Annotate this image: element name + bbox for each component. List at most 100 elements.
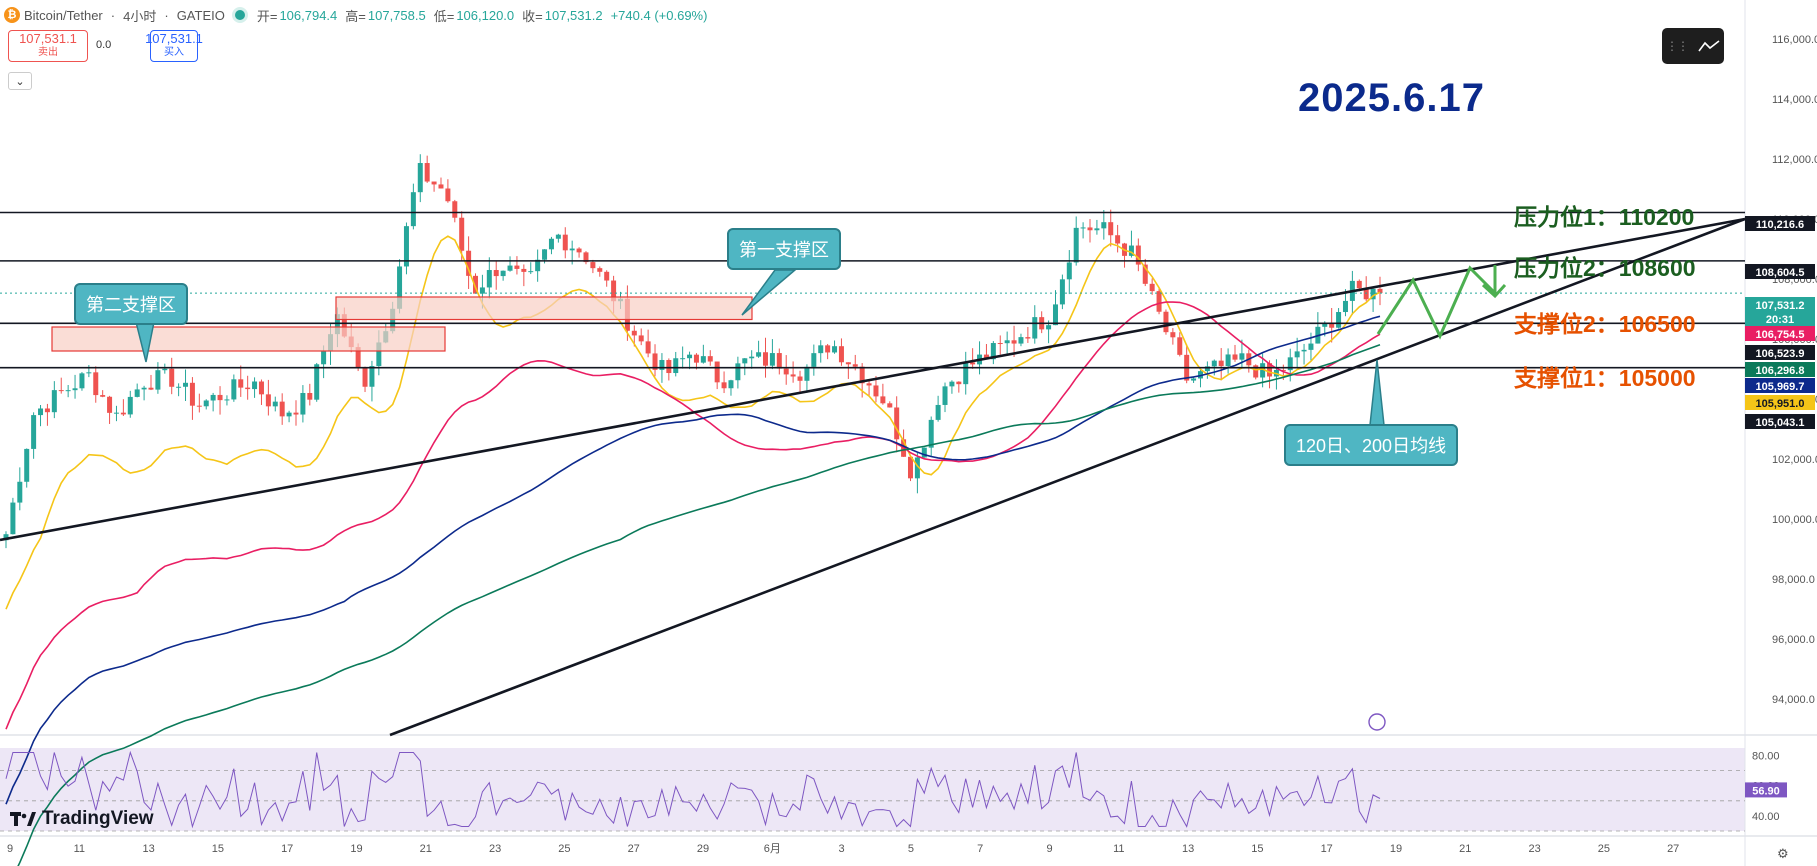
- candle-body: [1156, 291, 1162, 312]
- candle-body: [1108, 222, 1114, 236]
- callout-ma[interactable]: 120日、200日均线: [1284, 424, 1459, 466]
- symbol-name[interactable]: Bitcoin/Tether: [24, 7, 103, 23]
- candle-body: [749, 356, 755, 359]
- buy-label: 买入: [164, 47, 184, 58]
- sell-button[interactable]: 107,531.1 卖出: [8, 30, 88, 62]
- candle-body: [321, 351, 327, 365]
- candle-body: [1322, 322, 1328, 327]
- settings-gear-icon[interactable]: ⚙: [1777, 846, 1789, 861]
- price-tag-label-0: 110,216.6: [1756, 219, 1804, 231]
- xtick-label-10: 29: [697, 843, 709, 855]
- price-tag-label-9: 105,043.1: [1756, 417, 1805, 429]
- candle-body: [548, 238, 554, 250]
- candle-body: [790, 374, 796, 377]
- trend-line-lower: [389, 217, 1746, 737]
- candle-body: [334, 314, 340, 335]
- candle-body: [832, 346, 838, 353]
- candle-body: [1046, 325, 1052, 330]
- candle-body: [3, 534, 9, 541]
- candle-body: [963, 362, 969, 385]
- candle-body: [728, 380, 734, 389]
- drawing-toolbar-button[interactable]: ⋮⋮: [1662, 28, 1724, 64]
- candle-body: [113, 412, 119, 414]
- xtick-label-0: 9: [7, 843, 13, 855]
- candle-body: [942, 386, 948, 405]
- candle-body: [597, 268, 603, 272]
- trend-line-upper: [0, 217, 1746, 542]
- ytick-label-10: 114,000.0: [1772, 94, 1817, 106]
- xtick-label-9: 27: [628, 843, 640, 855]
- spread-value: 0.0: [96, 39, 112, 51]
- candle-body: [355, 347, 361, 368]
- candle-body: [1135, 245, 1141, 265]
- exchange: GATEIO: [176, 7, 225, 23]
- candle-body: [880, 396, 886, 404]
- tradingview-logo[interactable]: TradingView: [10, 808, 154, 830]
- candles: [3, 154, 1383, 549]
- xtick-label-23: 25: [1598, 843, 1610, 855]
- candle-body: [673, 358, 679, 374]
- chart-header: ₿ Bitcoin/Tether · 4小时 · GATEIO 开= 106,79…: [0, 4, 715, 26]
- open-value: 106,794.4: [279, 7, 338, 23]
- rsi-tick-label-0: 40.00: [1752, 811, 1780, 823]
- candle-body: [493, 270, 499, 277]
- price-tag-label-8: 105,951.0: [1756, 398, 1805, 410]
- callout-second-support[interactable]: 第二支撑区: [74, 283, 188, 325]
- ytick-label-2: 98,000.0: [1772, 574, 1815, 586]
- candle-body: [86, 372, 92, 374]
- candle-body: [403, 226, 409, 267]
- price-tag-2: 107,531.2: [1745, 297, 1815, 312]
- candle-body: [1128, 245, 1134, 256]
- candle-body: [286, 412, 292, 417]
- candle-body: [24, 448, 30, 482]
- buy-price: 107,531.1: [145, 31, 203, 46]
- xtick-label-13: 5: [908, 843, 914, 855]
- candle-body: [818, 345, 824, 354]
- xtick-label-18: 15: [1251, 843, 1263, 855]
- candle-body: [535, 259, 541, 272]
- candle-body: [576, 248, 582, 253]
- candle-body: [500, 270, 506, 277]
- xtick-label-21: 21: [1459, 843, 1471, 855]
- candle-body: [1260, 363, 1266, 378]
- candle-body: [196, 405, 202, 407]
- xtick-label-1: 11: [74, 843, 85, 855]
- candle-body: [680, 358, 686, 360]
- rsi-value-tag: [1745, 782, 1787, 798]
- candle-body: [700, 356, 706, 363]
- candle-body: [1336, 312, 1342, 328]
- candle-body: [714, 361, 720, 383]
- candle-body: [1204, 366, 1210, 372]
- ma-long-line: [17, 343, 1381, 866]
- symbol-sep: ·: [110, 7, 116, 23]
- candle-body: [293, 412, 299, 415]
- candle-body: [666, 359, 672, 374]
- candle-body: [631, 330, 637, 336]
- ytick-label-3: 100,000.0: [1772, 514, 1817, 526]
- candle-body: [845, 362, 851, 365]
- candle-body: [272, 401, 278, 407]
- candle-body: [742, 358, 748, 364]
- candle-body: [645, 341, 651, 354]
- candle-body: [1377, 288, 1383, 294]
- candle-body: [1232, 354, 1238, 360]
- ma-mid-line: [5, 301, 1381, 730]
- candle-body: [314, 364, 320, 400]
- candle-body: [1059, 279, 1065, 305]
- price-tag-bg-3: [1745, 311, 1815, 326]
- candle-body: [811, 353, 817, 367]
- candle-body: [65, 390, 71, 392]
- candle-body: [1342, 300, 1348, 313]
- buy-button[interactable]: 107,531.1 买入: [145, 30, 203, 62]
- price-tag-bg-6: [1745, 362, 1815, 377]
- collapse-chevron-icon[interactable]: ⌄: [8, 72, 32, 90]
- candle-body: [431, 181, 437, 185]
- change-value: +740.4 (+0.69%): [610, 7, 708, 23]
- high-label: 高=: [345, 8, 366, 24]
- candle-body: [569, 248, 575, 251]
- candle-body: [825, 345, 831, 353]
- callout-first-support[interactable]: 第一支撑区: [727, 228, 841, 270]
- interval[interactable]: 4小时: [123, 8, 157, 24]
- candle-body: [1094, 228, 1100, 231]
